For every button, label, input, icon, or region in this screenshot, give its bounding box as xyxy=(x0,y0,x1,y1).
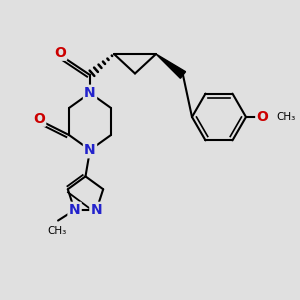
Text: N: N xyxy=(84,143,96,157)
Text: N: N xyxy=(91,203,102,217)
Text: O: O xyxy=(256,110,268,124)
Text: O: O xyxy=(54,46,66,59)
Text: CH₃: CH₃ xyxy=(276,112,295,122)
Text: N: N xyxy=(84,86,96,100)
Polygon shape xyxy=(156,54,186,78)
Text: O: O xyxy=(33,112,45,125)
Text: CH₃: CH₃ xyxy=(47,226,66,236)
Text: N: N xyxy=(69,203,80,217)
